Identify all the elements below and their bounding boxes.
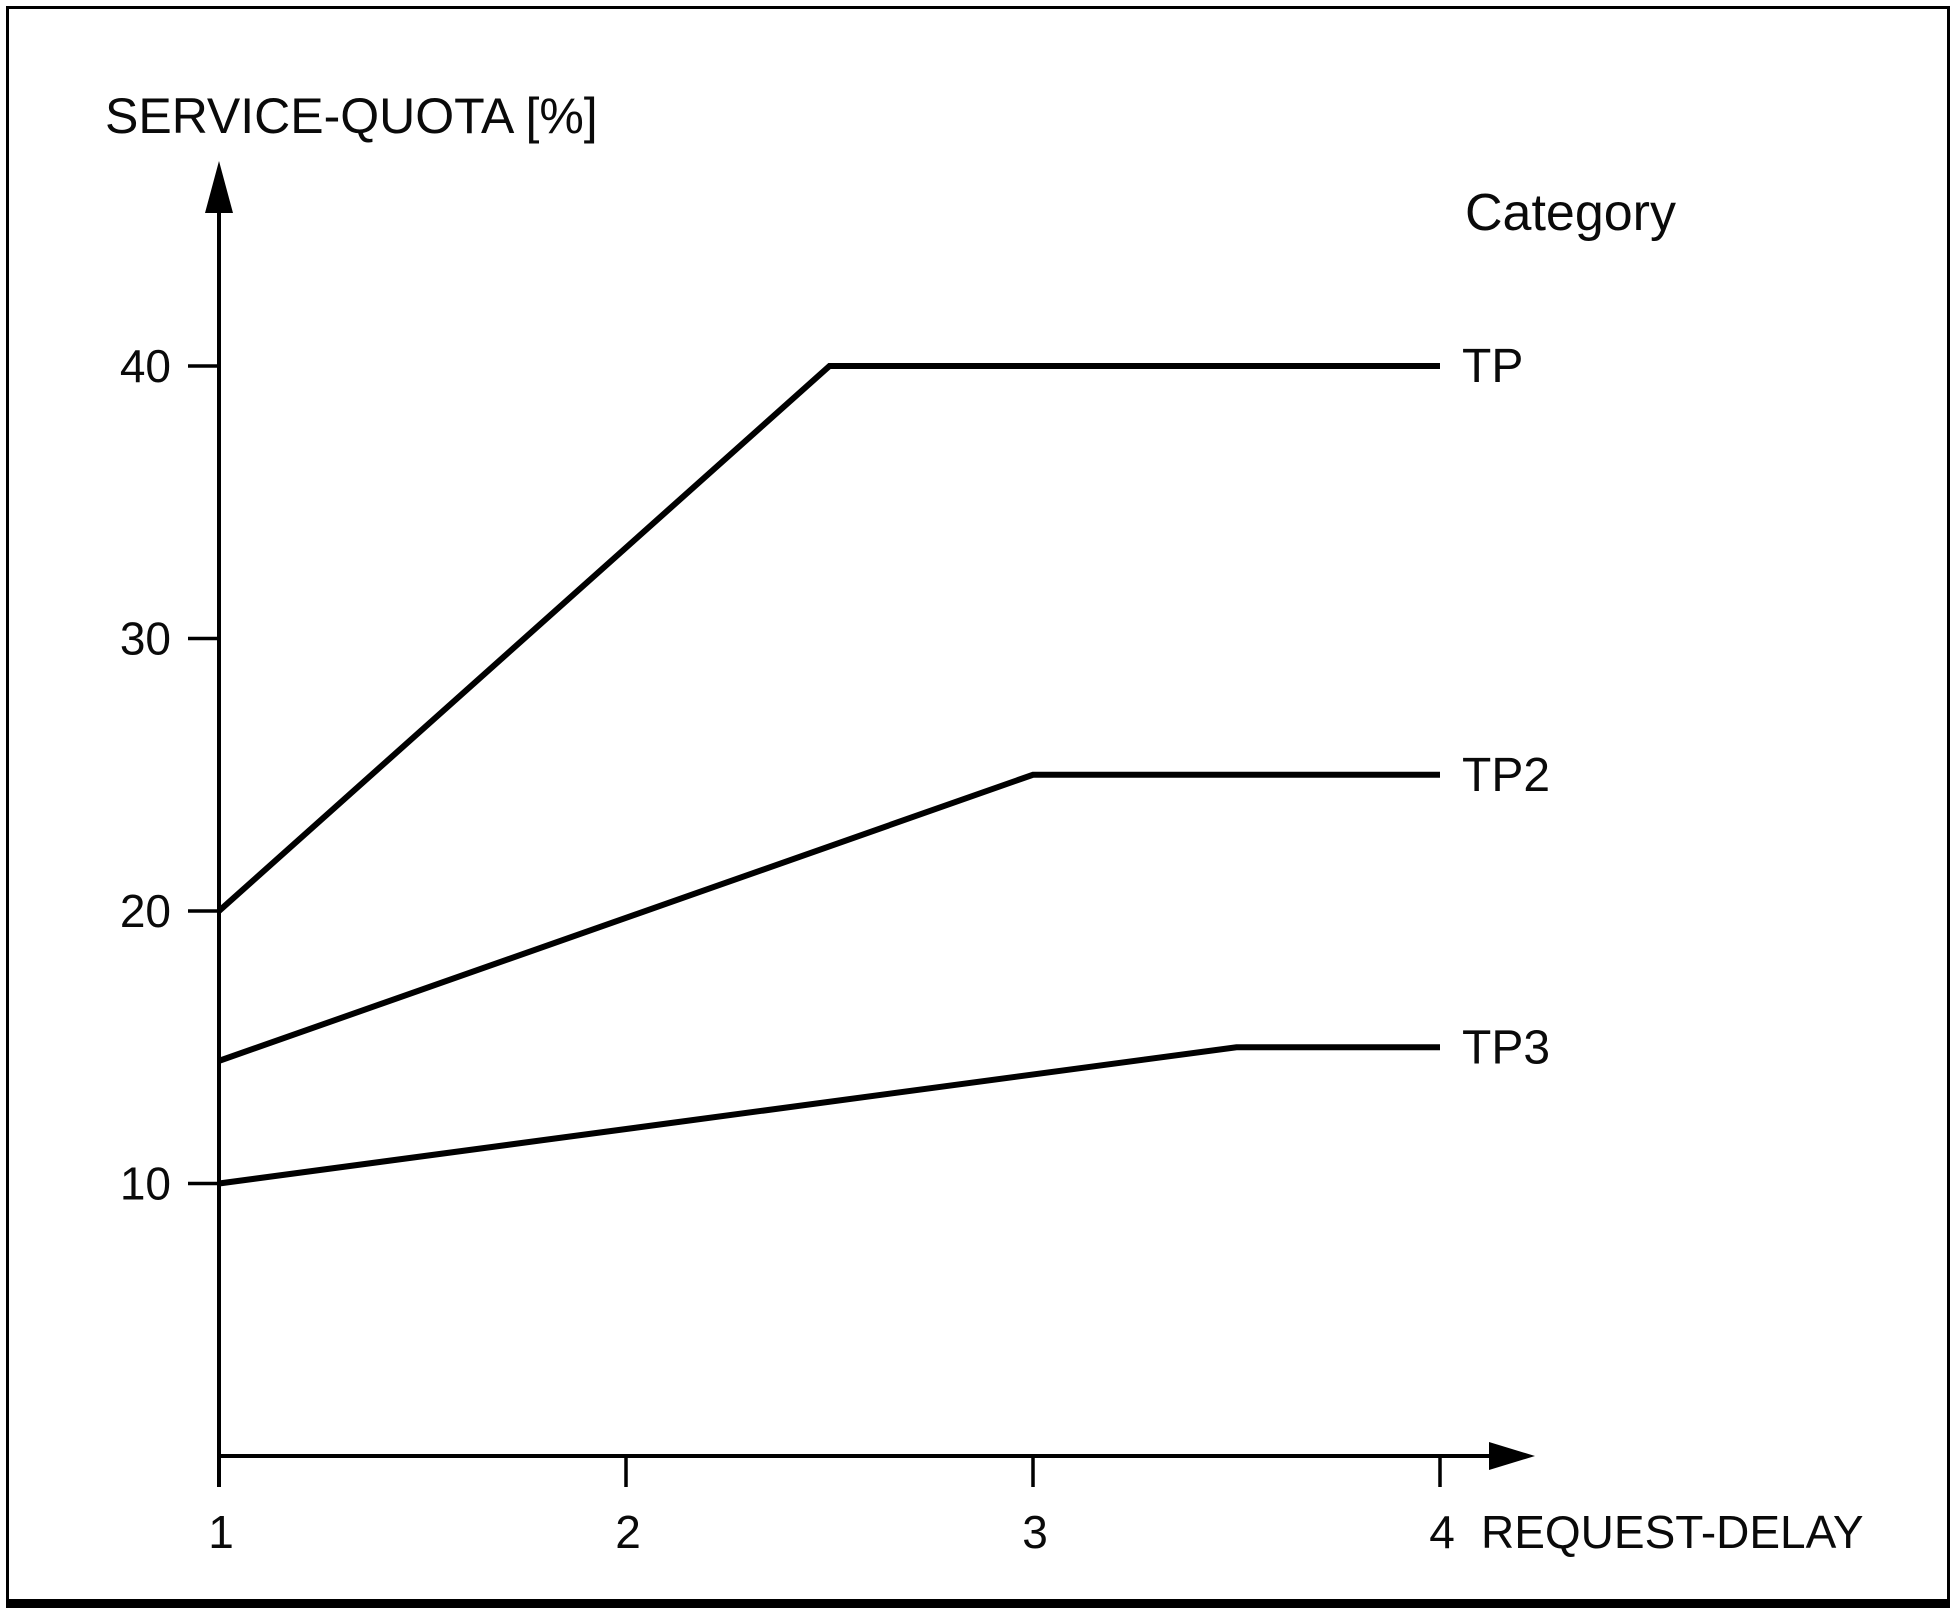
series-line-tp2: [218, 771, 1440, 1064]
x-axis-title: REQUEST-DELAY: [1481, 1506, 1864, 1558]
x-tick-label-3: 3: [1022, 1506, 1048, 1558]
plot-layer: 10 20 30 40 1 2 3 4 TP TP2 TP3: [120, 161, 1550, 1558]
series-label-tp2: TP2: [1462, 749, 1550, 802]
y-tick-label-20: 20: [120, 885, 171, 937]
series-label-tp: TP: [1462, 340, 1523, 393]
series-line-tp: [217, 363, 1440, 914]
x-tick-label-4: 4: [1429, 1506, 1455, 1558]
y-tick-label-40: 40: [120, 340, 171, 392]
page-border-frame: SERVICE-QUOTA [%] Category REQUEST-DELAY…: [6, 6, 1950, 1608]
service-quota-chart: SERVICE-QUOTA [%] Category REQUEST-DELAY…: [105, 88, 1864, 1558]
series-line-tp3: [218, 1044, 1440, 1187]
x-tick-label-1: 1: [208, 1506, 234, 1558]
y-tick-label-10: 10: [120, 1158, 171, 1210]
series-label-tp3: TP3: [1462, 1021, 1550, 1074]
x-axis-arrowhead: [1489, 1442, 1535, 1470]
y-tick-label-30: 30: [120, 613, 171, 665]
y-axis-arrowhead: [205, 161, 233, 213]
legend-title: Category: [1465, 184, 1676, 242]
y-axis-title: SERVICE-QUOTA [%]: [105, 88, 598, 144]
x-tick-label-2: 2: [615, 1506, 641, 1558]
